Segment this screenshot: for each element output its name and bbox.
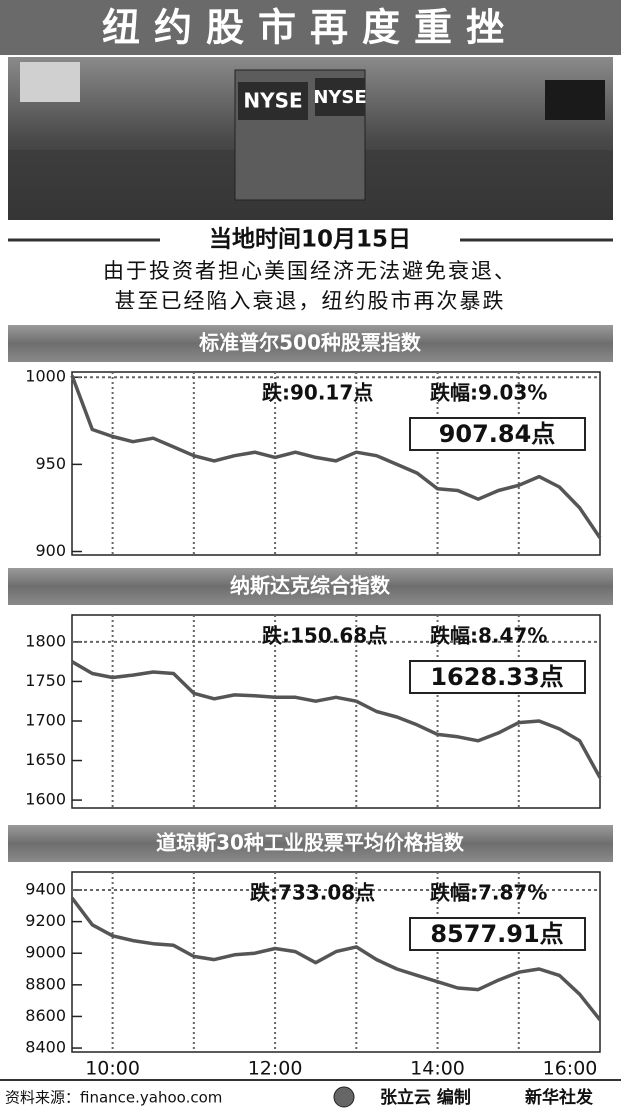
y-tick-label: 1000 [25, 367, 66, 386]
y-tick-label: 1700 [25, 710, 66, 729]
photo-sign: NYSE [243, 89, 302, 113]
x-tick-label: 16:00 [543, 1058, 598, 1080]
x-tick-label: 14:00 [410, 1058, 465, 1080]
y-tick-label: 8800 [25, 974, 66, 993]
pct-label: 跌幅:7.87% [430, 881, 547, 905]
chart-title: 纳斯达克综合指数 [230, 574, 391, 598]
close-label: 907.84点 [439, 420, 556, 448]
photo-sign: NYSE [313, 87, 366, 108]
close-label: 8577.91点 [430, 920, 563, 948]
pct-label: 跌幅:9.03% [430, 381, 547, 405]
lead-line: 甚至已经陷入衰退，纽约股市再次暴跌 [115, 289, 506, 313]
x-tick-label: 10:00 [85, 1058, 140, 1080]
y-tick-label: 8400 [25, 1038, 66, 1057]
close-label: 1628.33点 [430, 663, 563, 691]
x-tick-label: 12:00 [248, 1058, 303, 1080]
main-title: 纽约股市再度重挫 [102, 6, 518, 50]
chart-title: 道琼斯30种工业股票平均价格指数 [156, 831, 465, 855]
y-tick-label: 9400 [25, 880, 66, 899]
photo-flag [20, 62, 80, 102]
lead-line: 由于投资者担心美国经济无法避免衰退、 [103, 259, 517, 283]
change-label: 跌:733.08点 [250, 881, 375, 905]
source: 资料来源：finance.yahoo.com [5, 1089, 222, 1107]
author: 张立云 编制 [380, 1087, 471, 1108]
chart-title: 标准普尔500种股票指数 [199, 331, 422, 355]
y-tick-label: 9200 [25, 911, 66, 930]
y-tick-label: 1600 [25, 790, 66, 809]
pct-label: 跌幅:8.47% [430, 624, 547, 648]
change-label: 跌:150.68点 [262, 624, 387, 648]
y-tick-label: 9000 [25, 943, 66, 962]
y-tick-label: 1650 [25, 750, 66, 769]
infographic: 纽约股市再度重挫 NYSE NYSE 当地时间10月15日 由于投资者担心美国经… [0, 0, 621, 1111]
photo-flag [545, 80, 605, 120]
photo [8, 57, 613, 220]
y-tick-label: 1750 [25, 671, 66, 690]
change-label: 跌:90.17点 [262, 381, 373, 405]
agency: 新华社发 [525, 1087, 594, 1108]
y-tick-label: 1800 [25, 631, 66, 650]
dateline: 当地时间10月15日 [209, 227, 411, 253]
y-tick-label: 8600 [25, 1006, 66, 1025]
y-tick-label: 950 [35, 454, 66, 473]
agency-logo [334, 1087, 354, 1107]
y-tick-label: 900 [35, 541, 66, 560]
